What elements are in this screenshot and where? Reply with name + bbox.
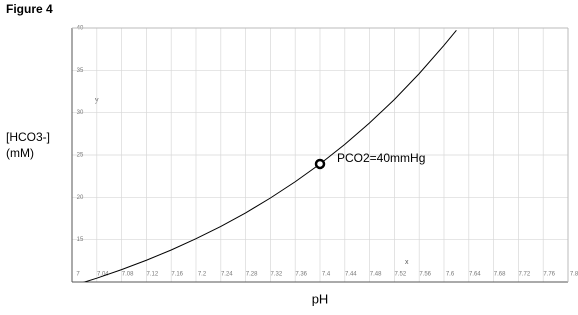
axis-letter: x <box>405 259 409 266</box>
x-tick-label: 7 <box>76 272 80 278</box>
x-tick-label: 7.52 <box>395 272 407 278</box>
y-axis-label: (mM) <box>6 146 34 160</box>
chart-title: Figure 4 <box>6 2 53 16</box>
x-tick-label: 7.32 <box>271 272 283 278</box>
x-tick-label: 7.2 <box>198 272 207 278</box>
x-tick-label: 7.24 <box>221 272 233 278</box>
x-tick-label: 7.4 <box>322 272 331 278</box>
x-tick-label: 7.6 <box>446 272 455 278</box>
x-tick-label: 7.04 <box>97 272 109 278</box>
x-tick-label: 7.72 <box>519 272 531 278</box>
y-axis-label: [HCO3-] <box>6 130 50 144</box>
x-tick-label: 7.28 <box>246 272 258 278</box>
y-tick-label: 40 <box>77 26 84 32</box>
y-tick-label: 15 <box>77 237 84 243</box>
x-tick-label: 7.12 <box>147 272 159 278</box>
highlight-point <box>314 158 326 170</box>
x-tick-label: 7.8 <box>570 272 578 278</box>
x-tick-label: 7.36 <box>295 272 307 278</box>
x-tick-label: 7.76 <box>543 272 555 278</box>
curve <box>83 29 457 282</box>
x-tick-label: 7.44 <box>345 272 357 278</box>
x-tick-label: 7.64 <box>469 272 481 278</box>
y-tick-label: 20 <box>77 195 84 201</box>
x-tick-label: 7.56 <box>419 272 431 278</box>
x-axis-label: pH <box>312 291 329 306</box>
y-tick-label: 25 <box>77 153 84 159</box>
y-tick-label: 35 <box>77 68 84 74</box>
x-tick-label: 7.68 <box>494 272 506 278</box>
annotation: PCO2=40mmHg <box>337 151 425 165</box>
x-tick-label: 7.08 <box>122 272 134 278</box>
x-tick-label: 7.16 <box>171 272 183 278</box>
y-tick-label: 30 <box>77 110 84 116</box>
x-tick-label: 7.48 <box>370 272 382 278</box>
